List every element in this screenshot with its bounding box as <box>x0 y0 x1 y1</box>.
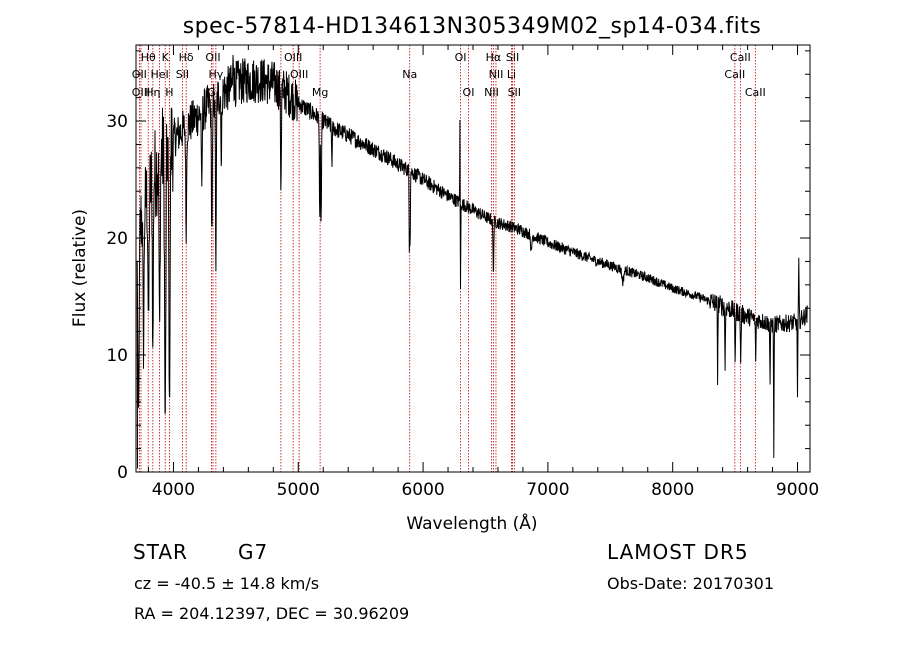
line-marker-label: Mg <box>312 86 328 99</box>
coordinates-label: RA = 204.12397, DEC = 30.96209 <box>134 604 409 623</box>
y-tick-label: 10 <box>106 346 128 366</box>
line-marker-label: Hθ <box>141 51 156 64</box>
line-marker-label: K <box>162 51 170 64</box>
obs-date-label: Obs-Date: 20170301 <box>607 574 774 593</box>
x-tick-label: 8000 <box>651 480 694 500</box>
x-axis: 4000 5000 6000 7000 8000 9000 <box>147 45 819 500</box>
line-marker-label: CaII <box>724 68 745 81</box>
line-marker-label: OII <box>205 51 220 64</box>
line-marker-label: Na <box>402 68 417 81</box>
line-marker-label: Hγ <box>208 68 223 81</box>
chart-title: spec-57814-HD134613N305349M02_sp14-034.f… <box>183 14 762 39</box>
line-marker-label: NII <box>489 68 504 81</box>
spectrum-line <box>136 54 808 469</box>
line-marker-label: Hα <box>486 51 502 64</box>
redshift-label: cz = -40.5 ± 14.8 km/s <box>134 574 319 593</box>
line-marker-label: HeI <box>150 68 168 81</box>
line-marker-label: OIII <box>284 51 302 64</box>
x-tick-label: 5000 <box>277 480 320 500</box>
y-tick-label: 20 <box>106 229 128 249</box>
y-tick-label: 0 <box>117 463 128 483</box>
x-tick-label: 6000 <box>401 480 444 500</box>
line-marker-label: CaII <box>745 86 766 99</box>
line-marker-label: G <box>207 86 216 99</box>
line-marker-label: Li <box>507 68 516 81</box>
line-marker-label: SII <box>176 68 189 81</box>
plot-frame <box>135 44 811 473</box>
line-marker-label: CaII <box>730 51 751 64</box>
line-marker-label: OI <box>463 86 475 99</box>
x-tick-label: 9000 <box>776 480 819 500</box>
line-marker-label: Hη <box>145 86 160 99</box>
line-marker-label: H <box>165 86 173 99</box>
y-axis-label: Flux (relative) <box>70 209 90 327</box>
y-axis: 0 10 20 30 <box>106 50 810 483</box>
line-marker-label: OIII <box>290 68 308 81</box>
subclass-label: G7 <box>238 540 268 564</box>
object-class-label: STAR <box>133 540 188 564</box>
survey-label: LAMOST DR5 <box>607 540 749 564</box>
y-tick-label: 30 <box>106 112 128 132</box>
line-marker-label: SII <box>506 51 519 64</box>
x-tick-label: 7000 <box>526 480 569 500</box>
line-marker-label: OI <box>455 51 467 64</box>
x-axis-label: Wavelength (Å) <box>406 512 537 534</box>
line-marker-label: NII <box>484 86 499 99</box>
x-tick-label: 4000 <box>152 480 195 500</box>
line-marker-label: SII <box>508 86 521 99</box>
line-marker-layer <box>138 45 756 472</box>
line-marker-label: Hδ <box>179 51 194 64</box>
